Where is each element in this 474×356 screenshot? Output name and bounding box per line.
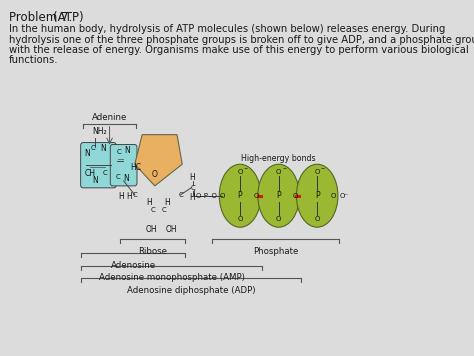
Polygon shape <box>135 135 182 186</box>
Text: In the human body, hydrolysis of ATP molecules (shown below) releases energy. Du: In the human body, hydrolysis of ATP mol… <box>9 25 445 35</box>
Text: with the release of energy. Organisms make use of this energy to perform various: with the release of energy. Organisms ma… <box>9 45 468 55</box>
Text: C: C <box>190 185 195 191</box>
Text: C: C <box>116 150 121 156</box>
Text: OH: OH <box>166 225 178 234</box>
Text: functions.: functions. <box>9 56 58 66</box>
Text: P: P <box>276 191 281 200</box>
Text: N: N <box>123 174 129 183</box>
Ellipse shape <box>219 164 261 227</box>
Text: NH₂: NH₂ <box>92 127 106 136</box>
Text: C: C <box>91 146 96 151</box>
Text: High-energy bonds: High-energy bonds <box>241 155 316 163</box>
Text: O: O <box>314 216 320 222</box>
Ellipse shape <box>258 164 300 227</box>
Text: H: H <box>164 198 170 207</box>
Text: H: H <box>190 193 195 202</box>
Text: P: P <box>315 191 319 200</box>
FancyBboxPatch shape <box>81 142 116 188</box>
Text: O: O <box>276 169 281 175</box>
Text: −: − <box>244 167 248 172</box>
Text: N: N <box>84 149 90 158</box>
Text: Phosphate: Phosphate <box>253 247 298 256</box>
Text: H: H <box>126 192 132 201</box>
Text: N: N <box>92 177 98 185</box>
Text: Adenosine monophosphate (AMP): Adenosine monophosphate (AMP) <box>99 273 245 283</box>
FancyBboxPatch shape <box>110 145 137 186</box>
Text: Adenosine diphosphate (ADP): Adenosine diphosphate (ADP) <box>127 286 255 295</box>
Text: O: O <box>219 193 225 199</box>
Text: P: P <box>238 191 242 200</box>
Text: O: O <box>276 216 281 222</box>
Text: O–P–O: O–P–O <box>196 193 218 199</box>
Text: C: C <box>116 174 121 180</box>
Text: N: N <box>101 144 107 153</box>
Text: Adenosine: Adenosine <box>111 261 156 270</box>
Text: O: O <box>292 193 298 199</box>
Text: H: H <box>118 192 124 201</box>
Text: O: O <box>237 216 243 222</box>
Text: Problem 7.: Problem 7. <box>9 11 72 23</box>
Text: HC: HC <box>130 163 141 172</box>
Text: Ribose: Ribose <box>138 247 167 256</box>
Text: C: C <box>132 192 137 198</box>
Text: O: O <box>331 193 336 199</box>
Text: H: H <box>147 198 153 207</box>
Text: −: − <box>283 167 286 172</box>
Text: OH: OH <box>145 225 157 234</box>
Text: O: O <box>254 193 259 199</box>
Text: hydrolysis one of the three phosphate groups is broken off to give ADP, and a ph: hydrolysis one of the three phosphate gr… <box>9 35 474 45</box>
Text: C: C <box>162 206 167 213</box>
Text: O: O <box>314 169 320 175</box>
Text: −: − <box>321 167 325 172</box>
Ellipse shape <box>296 164 338 227</box>
Text: C: C <box>178 192 183 198</box>
Text: (ATP): (ATP) <box>53 11 84 23</box>
Text: O⁻: O⁻ <box>339 193 348 199</box>
Text: H: H <box>190 173 195 183</box>
Text: O: O <box>152 169 158 179</box>
Text: Adenine: Adenine <box>92 113 127 122</box>
Text: N: N <box>125 146 130 155</box>
Text: C: C <box>150 206 155 213</box>
Text: CH: CH <box>84 169 95 178</box>
Text: C: C <box>103 170 108 176</box>
Text: O: O <box>237 169 243 175</box>
